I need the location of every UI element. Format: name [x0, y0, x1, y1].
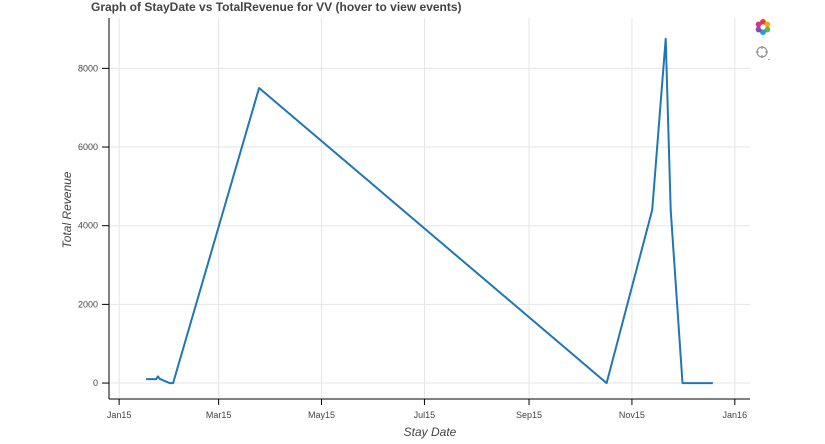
- data-point[interactable]: [662, 35, 670, 43]
- x-axis-label: Stay Date: [404, 425, 457, 439]
- x-tick-label: Jan16: [723, 410, 748, 420]
- data-point[interactable]: [142, 375, 150, 383]
- x-tick-label: Jul15: [414, 410, 436, 420]
- data-point[interactable]: [709, 379, 717, 387]
- x-tick-label: May15: [308, 410, 335, 420]
- grid: [109, 18, 750, 398]
- y-tick-label: 6000: [78, 142, 98, 152]
- axes: Jan15 Mar15 May15 Jul15 Sep15 Nov15 Jan16 0 2000…: [78, 18, 750, 420]
- x-tick-label: Nov15: [619, 410, 645, 420]
- y-tick-label: 8000: [78, 63, 98, 73]
- data-point[interactable]: [255, 84, 263, 92]
- data-point[interactable]: [679, 379, 687, 387]
- chart-title: Graph of StayDate vs TotalRevenue for VV…: [91, 0, 462, 14]
- y-axis-label: Total Revenue: [60, 171, 74, 248]
- x-tick-label: Jan15: [107, 410, 132, 420]
- x-tick-label: Mar15: [206, 410, 232, 420]
- series-line[interactable]: [146, 37, 713, 385]
- hover-tool-icon[interactable]: [752, 42, 774, 64]
- data-point[interactable]: [603, 379, 611, 387]
- y-tick-label: 2000: [78, 299, 98, 309]
- series-layer: [142, 35, 717, 387]
- y-tick-label: 0: [93, 378, 98, 388]
- data-point[interactable]: [667, 206, 675, 214]
- y-tick-label: 4000: [78, 221, 98, 231]
- toolbar: [752, 16, 774, 68]
- data-point[interactable]: [648, 206, 656, 214]
- x-tick-label: Sep15: [516, 410, 542, 420]
- bokeh-logo-icon[interactable]: [752, 16, 774, 38]
- data-point[interactable]: [169, 379, 177, 387]
